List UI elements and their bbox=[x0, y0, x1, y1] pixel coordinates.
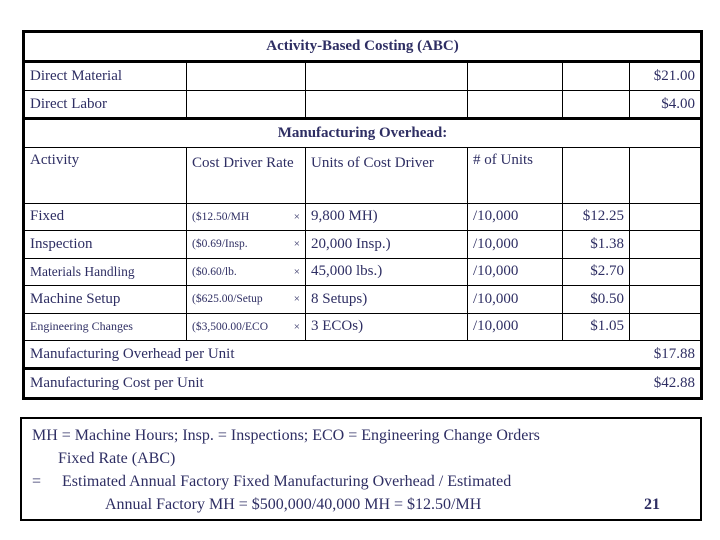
per-units-value: /10,000 bbox=[467, 230, 563, 259]
per-units-value: /10,000 bbox=[467, 312, 563, 341]
empty-cell bbox=[562, 89, 630, 121]
multiply-sign: × bbox=[293, 238, 300, 251]
note-calculation-text: Annual Factory MH = $500,000/40,000 MH =… bbox=[105, 496, 482, 513]
activity-label: Machine Setup bbox=[23, 285, 187, 314]
direct-material-amount: $21.00 bbox=[629, 61, 702, 91]
per-units-value: /10,000 bbox=[467, 202, 563, 232]
rate-value: ($3,500.00/ECO bbox=[192, 320, 269, 333]
units-value: 20,000 Insp.) bbox=[305, 230, 468, 259]
col-header-activity: Activity bbox=[23, 146, 187, 204]
summary-amount: $17.88 bbox=[653, 345, 695, 362]
units-value: 3 ECOs) bbox=[305, 312, 468, 341]
col-header-rate: Cost Driver Rate bbox=[186, 146, 306, 204]
table-row-materials-handling: Materials Handling ($0.60/lb. × 45,000 l… bbox=[23, 257, 702, 287]
empty-cell bbox=[562, 61, 630, 91]
empty-cell bbox=[562, 146, 630, 204]
empty-cell bbox=[629, 285, 702, 314]
direct-material-label: Direct Material bbox=[23, 61, 187, 91]
note-abbreviations: MH = Machine Hours; Insp. = Inspections;… bbox=[32, 427, 540, 444]
activity-label: Materials Handling bbox=[23, 257, 187, 287]
cost-value: $1.38 bbox=[562, 230, 630, 259]
units-value: 9,800 MH) bbox=[305, 202, 468, 232]
notes-box: MH = Machine Hours; Insp. = Inspections;… bbox=[20, 417, 702, 521]
cost-value: $12.25 bbox=[562, 202, 630, 232]
per-units-value: /10,000 bbox=[467, 257, 563, 287]
empty-cell bbox=[629, 257, 702, 287]
page-number: 21 bbox=[644, 496, 660, 513]
rate-cell: ($625.00/Setup × bbox=[186, 285, 306, 314]
rate-cell: ($0.60/lb. × bbox=[186, 257, 306, 287]
direct-labor-amount: $4.00 bbox=[629, 89, 702, 121]
direct-labor-row: Direct Labor $4.00 bbox=[23, 89, 702, 121]
note-calculation-line: Annual Factory MH = $500,000/40,000 MH =… bbox=[32, 493, 690, 516]
empty-cell bbox=[467, 89, 563, 121]
empty-cell bbox=[629, 312, 702, 341]
empty-cell bbox=[305, 61, 468, 91]
multiply-sign: × bbox=[293, 210, 300, 223]
note-formula-line: = Estimated Annual Factory Fixed Manufac… bbox=[32, 470, 690, 493]
cost-value: $0.50 bbox=[562, 285, 630, 314]
rate-cell: ($3,500.00/ECO × bbox=[186, 312, 306, 341]
multiply-sign: × bbox=[293, 265, 300, 278]
activity-label: Fixed bbox=[23, 202, 187, 232]
equals-sign: = bbox=[32, 473, 42, 490]
rate-cell: ($12.50/MH × bbox=[186, 202, 306, 232]
summary-label: Manufacturing Overhead per Unit bbox=[30, 345, 235, 362]
slide-title: Activity-Based Costing (ABC) bbox=[23, 30, 702, 64]
empty-cell bbox=[186, 89, 306, 121]
cost-per-unit-row: Manufacturing Cost per Unit $42.88 bbox=[23, 368, 702, 399]
empty-cell bbox=[305, 89, 468, 121]
multiply-sign: × bbox=[293, 320, 300, 333]
summary-amount: $42.88 bbox=[653, 375, 695, 392]
overhead-per-unit-row: Manufacturing Overhead per Unit $17.88 bbox=[23, 339, 702, 371]
summary-cell: Manufacturing Cost per Unit $42.88 bbox=[23, 368, 702, 399]
summary-cell: Manufacturing Overhead per Unit $17.88 bbox=[23, 339, 702, 371]
summary-label: Manufacturing Cost per Unit bbox=[30, 375, 204, 392]
table-row-machine-setup: Machine Setup ($625.00/Setup × 8 Setups)… bbox=[23, 285, 702, 314]
empty-cell bbox=[629, 202, 702, 232]
empty-cell bbox=[467, 61, 563, 91]
empty-cell bbox=[629, 230, 702, 259]
rate-cell: ($0.69/Insp. × bbox=[186, 230, 306, 259]
table-row-engineering-changes: Engineering Changes ($3,500.00/ECO × 3 E… bbox=[23, 312, 702, 341]
cost-value: $1.05 bbox=[562, 312, 630, 341]
col-header-units: Units of Cost Driver bbox=[305, 146, 468, 204]
rate-value: ($625.00/Setup bbox=[192, 293, 263, 306]
overhead-header: Manufacturing Overhead: bbox=[23, 118, 702, 148]
overhead-header-row: Manufacturing Overhead: bbox=[23, 118, 702, 148]
per-units-value: /10,000 bbox=[467, 285, 563, 314]
table-row-fixed: Fixed ($12.50/MH × 9,800 MH) /10,000 $12… bbox=[23, 202, 702, 232]
note-fixed-rate-label: Fixed Rate (ABC) bbox=[58, 450, 176, 467]
note-formula-text: Estimated Annual Factory Fixed Manufactu… bbox=[62, 473, 512, 490]
direct-material-row: Direct Material $21.00 bbox=[23, 61, 702, 91]
empty-cell bbox=[629, 146, 702, 204]
column-header-row: Activity Cost Driver Rate Units of Cost … bbox=[23, 146, 702, 204]
rate-value: ($0.69/Insp. bbox=[192, 238, 248, 251]
cost-value: $2.70 bbox=[562, 257, 630, 287]
direct-labor-label: Direct Labor bbox=[23, 89, 187, 121]
abc-costing-table: Activity-Based Costing (ABC) Direct Mate… bbox=[22, 30, 703, 400]
col-header-num-units: # of Units bbox=[467, 146, 563, 204]
multiply-sign: × bbox=[293, 293, 300, 306]
rate-value: ($0.60/lb. bbox=[192, 265, 237, 278]
title-row: Activity-Based Costing (ABC) bbox=[23, 30, 702, 64]
units-value: 45,000 lbs.) bbox=[305, 257, 468, 287]
rate-value: ($12.50/MH bbox=[192, 210, 250, 223]
activity-label: Inspection bbox=[23, 230, 187, 259]
activity-label: Engineering Changes bbox=[23, 312, 187, 341]
empty-cell bbox=[186, 61, 306, 91]
units-value: 8 Setups) bbox=[305, 285, 468, 314]
table-row-inspection: Inspection ($0.69/Insp. × 20,000 Insp.) … bbox=[23, 230, 702, 259]
